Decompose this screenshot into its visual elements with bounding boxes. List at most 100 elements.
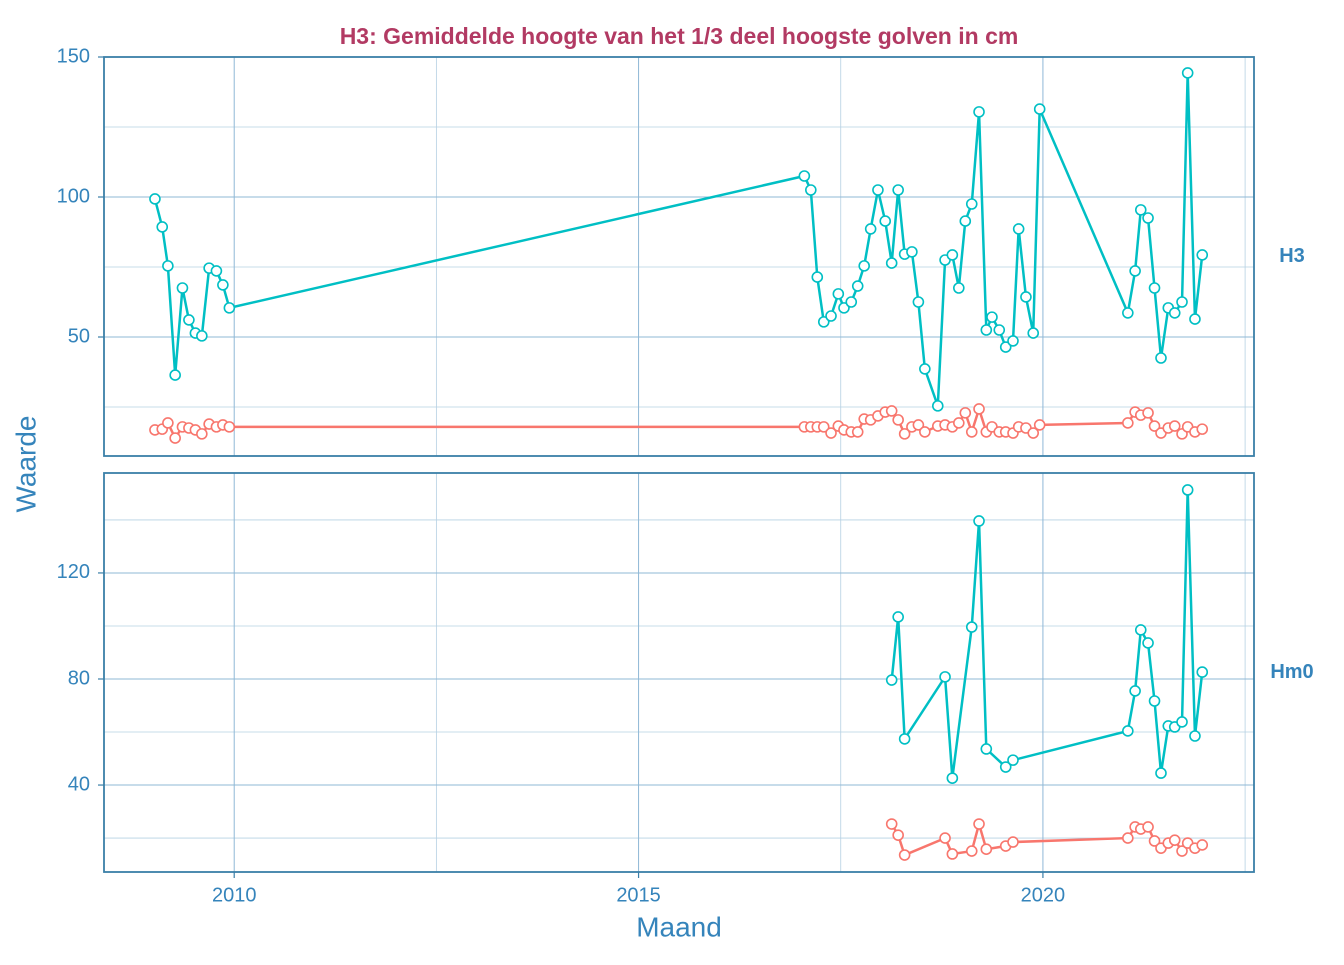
- data-point: [1176, 296, 1188, 308]
- data-point: [1155, 767, 1167, 779]
- data-point: [1176, 845, 1188, 857]
- data-point: [1122, 307, 1134, 319]
- data-point: [939, 832, 951, 844]
- data-point: [872, 184, 884, 196]
- x-tick-label: 2015: [616, 884, 661, 906]
- data-point: [169, 432, 181, 444]
- data-point: [1189, 730, 1201, 742]
- data-point: [1168, 307, 1181, 319]
- data-point: [973, 818, 985, 830]
- data-point: [1148, 835, 1161, 847]
- data-point: [980, 324, 993, 336]
- data-point: [986, 311, 998, 323]
- data-point: [805, 184, 817, 196]
- data-point: [898, 733, 911, 745]
- data-point: [1129, 265, 1141, 277]
- data-point: [1033, 103, 1046, 115]
- data-point: [817, 316, 830, 328]
- data-point: [1033, 419, 1046, 431]
- x-tick-label: 2010: [212, 884, 257, 906]
- strip-label: Hm0: [1270, 661, 1313, 683]
- data-point: [946, 848, 959, 860]
- data-point: [892, 829, 904, 841]
- data-point: [156, 221, 169, 233]
- data-point: [1122, 832, 1134, 844]
- data-point: [1007, 836, 1019, 848]
- data-point: [811, 271, 824, 283]
- data-point: [1142, 212, 1154, 224]
- data-point: [1122, 417, 1134, 429]
- data-point: [885, 257, 898, 269]
- y-axis-label: Waarde: [10, 415, 41, 512]
- data-point: [965, 845, 978, 857]
- data-point: [879, 215, 892, 227]
- data-point: [149, 193, 161, 205]
- data-point: [892, 414, 904, 426]
- y-tick-label: 40: [68, 773, 90, 795]
- data-point: [1181, 484, 1194, 496]
- data-point: [162, 260, 174, 272]
- data-point: [817, 421, 830, 433]
- data-point: [223, 302, 236, 314]
- data-point: [1012, 223, 1025, 235]
- data-point: [1027, 427, 1040, 439]
- data-point: [1155, 352, 1167, 364]
- data-point: [906, 246, 918, 258]
- y-tick-label: 150: [57, 45, 90, 67]
- data-point: [1134, 624, 1147, 636]
- data-point: [885, 405, 898, 417]
- data-point: [1168, 834, 1181, 846]
- data-point: [1168, 420, 1181, 432]
- data-point: [798, 170, 811, 182]
- strip-label: H3: [1279, 245, 1305, 267]
- data-point: [953, 417, 965, 429]
- data-point: [1189, 313, 1201, 325]
- data-point: [1181, 67, 1194, 79]
- data-point: [1196, 423, 1209, 435]
- data-point: [912, 419, 925, 431]
- data-point: [931, 400, 944, 412]
- data-point: [898, 428, 911, 440]
- data-point: [196, 330, 208, 342]
- data-point: [973, 515, 985, 527]
- panel-border: [103, 472, 1255, 873]
- data-point: [183, 314, 195, 326]
- data-point: [217, 279, 229, 291]
- data-point: [223, 421, 236, 433]
- data-point: [1122, 725, 1134, 737]
- data-point: [196, 428, 208, 440]
- y-tick-label: 50: [68, 325, 90, 347]
- data-point: [1142, 407, 1154, 419]
- panel-border: [103, 56, 1255, 457]
- data-point: [858, 260, 870, 272]
- data-point: [898, 849, 911, 861]
- data-point: [1007, 754, 1019, 766]
- data-point: [999, 761, 1012, 773]
- data-point: [1196, 249, 1209, 261]
- data-point: [885, 674, 898, 686]
- data-point: [210, 265, 223, 277]
- data-point: [946, 772, 959, 784]
- data-point: [162, 417, 174, 429]
- data-point: [1020, 291, 1032, 303]
- data-point: [965, 621, 978, 633]
- data-point: [1007, 335, 1019, 347]
- series-line: [890, 819, 1203, 857]
- data-point: [953, 282, 965, 294]
- data-point: [1196, 666, 1209, 678]
- data-point: [169, 369, 181, 381]
- data-point: [959, 215, 972, 227]
- x-tick-label: 2020: [1021, 884, 1066, 906]
- data-point: [965, 198, 978, 210]
- data-point: [980, 843, 993, 856]
- data-point: [912, 296, 925, 308]
- data-point: [892, 611, 904, 623]
- data-point: [1148, 420, 1161, 432]
- data-point: [973, 403, 985, 415]
- y-tick-label: 100: [57, 185, 90, 207]
- data-point: [1134, 204, 1147, 216]
- data-point: [946, 249, 959, 261]
- data-point: [1148, 282, 1161, 294]
